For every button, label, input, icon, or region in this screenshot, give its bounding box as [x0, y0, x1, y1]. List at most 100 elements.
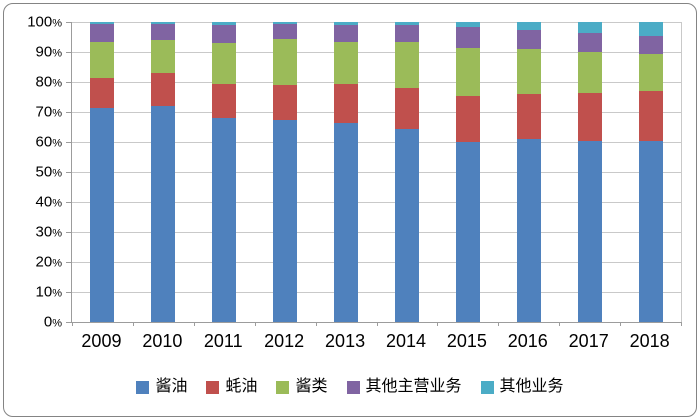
- x-axis-category-label: 2017: [568, 331, 609, 351]
- stacked-bar-2017: [577, 22, 602, 322]
- bar-segment-其他业务: [577, 22, 602, 33]
- bar-segment-酱油: [394, 128, 419, 322]
- bar-segment-蚝油: [273, 85, 298, 120]
- y-axis-tick: [66, 112, 72, 113]
- y-axis-tick: [66, 82, 72, 83]
- plot-area: [66, 22, 682, 326]
- bar-segment-酱类: [516, 49, 541, 94]
- x-axis-tick: [681, 322, 682, 326]
- legend: 酱油 蚝油 酱类 其他主营业务 其他业务: [0, 374, 700, 400]
- x-axis-category-label: 2015: [446, 331, 487, 351]
- legend-label: 酱类: [295, 378, 328, 395]
- x-axis-category-label: 2009: [81, 331, 122, 351]
- bar-segment-其他业务: [455, 22, 480, 27]
- stacked-bar-2013: [334, 22, 359, 322]
- legend-label: 其他主营业务: [365, 378, 462, 395]
- bar-segment-其他主营业务: [151, 23, 176, 40]
- x-axis-tick: [437, 322, 439, 326]
- y-axis-tick-label: 100%: [27, 13, 62, 31]
- x-axis-tick: [376, 322, 378, 326]
- bar-segment-酱油: [334, 122, 359, 322]
- bar-column-2015: [437, 22, 498, 322]
- bar-segment-酱类: [638, 53, 663, 91]
- y-axis-tick-label: 70%: [35, 103, 62, 121]
- gridline: [72, 22, 681, 23]
- bar-segment-酱类: [151, 40, 176, 73]
- x-axis-category-label: 2014: [385, 331, 426, 351]
- bar-segment-其他主营业务: [334, 25, 359, 42]
- bar-segment-其他业务: [212, 22, 237, 25]
- gridline: [72, 112, 681, 113]
- bar-segment-蚝油: [455, 95, 480, 142]
- x-axis-category-label: 2018: [629, 331, 670, 351]
- bar-segment-酱类: [455, 47, 480, 96]
- gridline: [72, 202, 681, 203]
- bar-segment-其他业务: [394, 22, 419, 25]
- legend-item-其他主营业务: 其他主营业务: [346, 378, 462, 395]
- bar-segment-其他主营业务: [273, 23, 298, 39]
- legend-item-蚝油: 蚝油: [206, 379, 257, 395]
- bar-segment-酱油: [273, 119, 298, 322]
- x-axis-category-label: 2016: [507, 331, 548, 351]
- bar-segment-酱油: [212, 118, 237, 322]
- x-axis-tick: [132, 322, 134, 326]
- x-axis: 2009 2010 2011 2012 2013 2014 2015 2016 2017 2018: [71, 331, 680, 352]
- bar-segment-其他业务: [151, 22, 176, 24]
- x-axis-tick: [72, 322, 73, 326]
- bar-segment-蚝油: [394, 88, 419, 129]
- bar-column-2009: [72, 22, 133, 322]
- bar-segment-酱类: [577, 52, 602, 93]
- x-axis-tick: [315, 322, 317, 326]
- y-axis-tick: [66, 52, 72, 53]
- bar-column-2014: [377, 22, 438, 322]
- bar-segment-酱类: [90, 41, 115, 78]
- y-axis: 0% 10% 20% 30% 40% 50% 60% 70% 80% 90% 100%: [0, 15, 62, 330]
- bar-column-2011: [194, 22, 255, 322]
- bar-segment-其他业务: [90, 22, 115, 24]
- bar-column-2016: [498, 22, 559, 322]
- legend-item-酱油: 酱油: [136, 379, 187, 395]
- y-axis-tick: [66, 232, 72, 233]
- y-axis-tick-label: 10%: [35, 283, 62, 301]
- x-axis-tick: [620, 322, 622, 326]
- y-axis-tick-label: 60%: [35, 133, 62, 151]
- stacked-bar-2015: [455, 22, 480, 322]
- bar-segment-酱类: [273, 38, 298, 85]
- legend-label: 蚝油: [225, 378, 258, 395]
- bar-segment-酱油: [151, 106, 176, 322]
- bar-segment-酱油: [577, 140, 602, 322]
- bar-column-2013: [316, 22, 377, 322]
- y-axis-tick: [66, 262, 72, 263]
- x-axis-category-label: 2013: [325, 331, 366, 351]
- bar-segment-其他业务: [638, 22, 663, 36]
- bar-column-2017: [559, 22, 620, 322]
- y-axis-tick: [66, 22, 72, 23]
- y-axis-tick: [66, 172, 72, 173]
- bar-segment-酱油: [90, 107, 115, 322]
- gridline: [72, 262, 681, 263]
- bar-segment-酱类: [334, 41, 359, 84]
- y-axis-tick-label: 50%: [35, 163, 62, 181]
- stacked-bar-2016: [516, 22, 541, 322]
- gridline: [72, 142, 681, 143]
- bar-segment-其他业务: [516, 22, 541, 30]
- bar-segment-蚝油: [638, 91, 663, 141]
- bar-segment-蚝油: [334, 83, 359, 123]
- legend-swatch-icon: [136, 380, 150, 394]
- x-axis-category-label: 2012: [264, 331, 305, 351]
- gridline: [72, 292, 681, 293]
- bar-segment-酱油: [638, 140, 663, 322]
- legend-item-其他业务: 其他业务: [480, 379, 564, 395]
- y-axis-tick-label: 30%: [35, 223, 62, 241]
- y-axis-tick: [66, 322, 72, 323]
- bar-segment-蚝油: [516, 94, 541, 139]
- y-axis-tick-label: 90%: [35, 43, 62, 61]
- stacked-bar-2012: [273, 22, 298, 322]
- stacked-bar-2014: [394, 22, 419, 322]
- bar-segment-酱油: [455, 142, 480, 322]
- gridline: [72, 82, 681, 83]
- bar-segment-其他主营业务: [212, 25, 237, 43]
- x-axis-tick: [498, 322, 500, 326]
- bar-segment-酱类: [394, 41, 419, 88]
- legend-swatch-icon: [206, 380, 220, 394]
